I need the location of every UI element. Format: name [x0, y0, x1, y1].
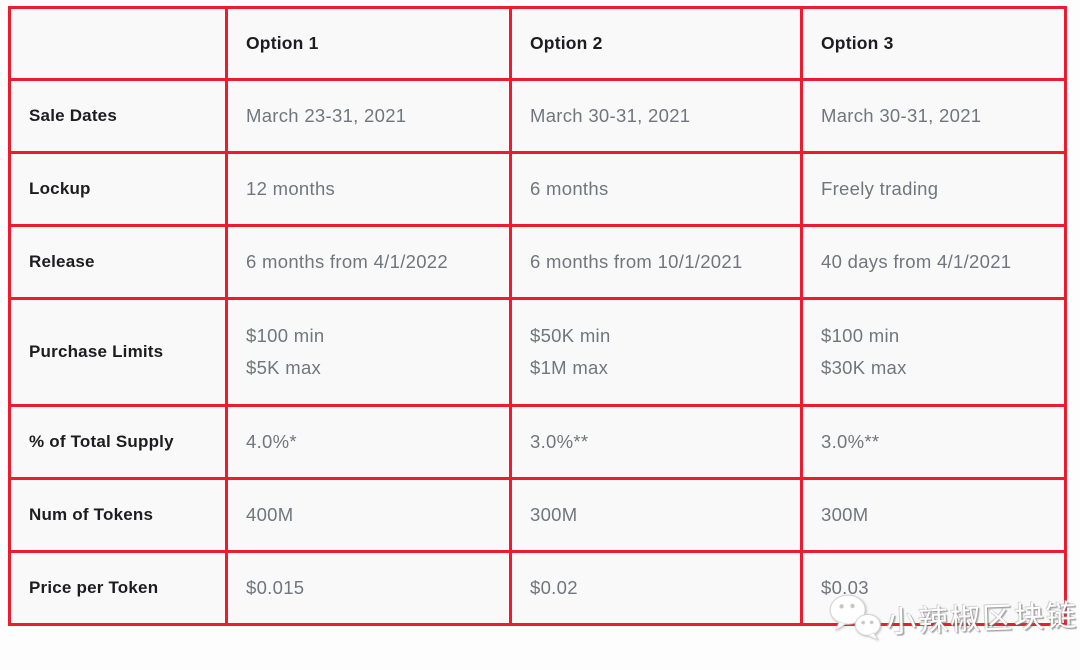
cell-value-line: $5K max	[246, 357, 322, 378]
cell-value: $0.03	[800, 550, 1067, 626]
cell-value: 3.0%**	[509, 404, 803, 480]
cell-value-line: $100 min	[821, 325, 900, 346]
row-label: Release	[8, 224, 228, 300]
cell-value: $0.015	[225, 550, 512, 626]
cell-value-line: $1M max	[530, 357, 609, 378]
row-label: Price per Token	[8, 550, 228, 626]
row-label: % of Total Supply	[8, 404, 228, 480]
cell-value: 6 months from 4/1/2022	[225, 224, 512, 300]
table-row-release: Release 6 months from 4/1/2022 6 months …	[8, 224, 1067, 300]
table-row-lockup: Lockup 12 months 6 months Freely trading	[8, 151, 1067, 227]
cell-value: 400M	[225, 477, 512, 553]
token-sale-options-table: Option 1 Option 2 Option 3 Sale Dates Ma…	[8, 6, 1067, 626]
cell-value: $0.02	[509, 550, 803, 626]
cell-value: March 23-31, 2021	[225, 78, 512, 154]
cell-value-line: $30K max	[821, 357, 907, 378]
cell-value: $50K min $1M max	[509, 297, 803, 407]
cell-value: Freely trading	[800, 151, 1067, 227]
cell-value-line: $50K min	[530, 325, 611, 346]
cell-value: 300M	[800, 477, 1067, 553]
cell-value-line: $100 min	[246, 325, 325, 346]
cell-value: 12 months	[225, 151, 512, 227]
row-label: Lockup	[8, 151, 228, 227]
cell-value: March 30-31, 2021	[509, 78, 803, 154]
cell-value: March 30-31, 2021	[800, 78, 1067, 154]
header-row: Option 1 Option 2 Option 3	[8, 6, 1067, 81]
table-row-purchase-limits: Purchase Limits $100 min $5K max $50K mi…	[8, 297, 1067, 407]
column-header-option-2: Option 2	[509, 6, 803, 81]
cell-value: $100 min $5K max	[225, 297, 512, 407]
table-row-sale-dates: Sale Dates March 23-31, 2021 March 30-31…	[8, 78, 1067, 154]
table-row-num-tokens: Num of Tokens 400M 300M 300M	[8, 477, 1067, 553]
cell-value: 300M	[509, 477, 803, 553]
column-header-option-3: Option 3	[800, 6, 1067, 81]
row-label: Sale Dates	[8, 78, 228, 154]
cell-value: 40 days from 4/1/2021	[800, 224, 1067, 300]
cell-value: 4.0%*	[225, 404, 512, 480]
table-row-price-per-token: Price per Token $0.015 $0.02 $0.03	[8, 550, 1067, 626]
cell-value: 3.0%**	[800, 404, 1067, 480]
table-row-total-supply: % of Total Supply 4.0%* 3.0%** 3.0%**	[8, 404, 1067, 480]
cell-value: 6 months from 10/1/2021	[509, 224, 803, 300]
cell-value: $100 min $30K max	[800, 297, 1067, 407]
column-header-option-1: Option 1	[225, 6, 512, 81]
row-label: Num of Tokens	[8, 477, 228, 553]
cell-value: 6 months	[509, 151, 803, 227]
row-label: Purchase Limits	[8, 297, 228, 407]
corner-cell	[8, 6, 228, 81]
